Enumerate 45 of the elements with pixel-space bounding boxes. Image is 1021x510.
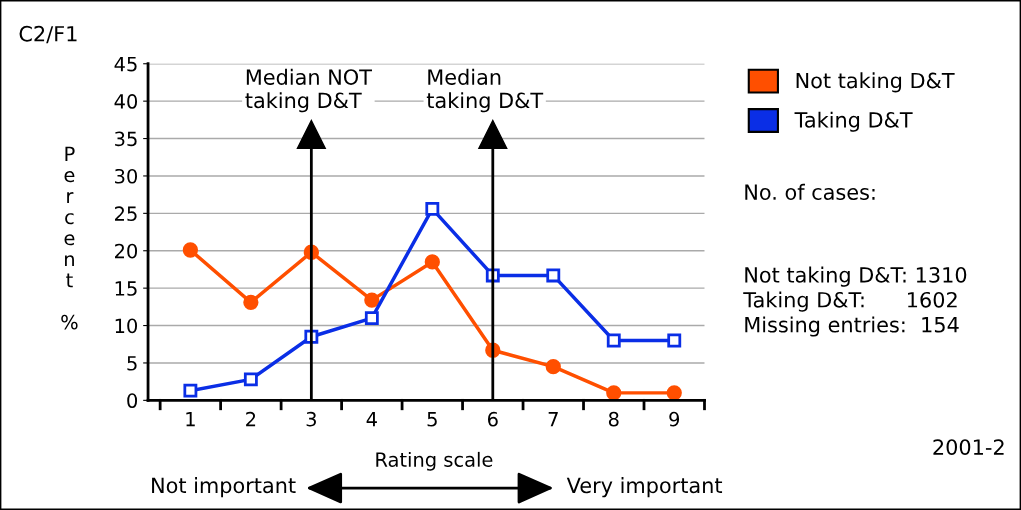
point [545, 359, 561, 375]
y-tick-label: 25 [115, 206, 137, 222]
text: C2/F1 [19, 25, 77, 44]
x-tick-label: 4 [366, 412, 377, 427]
y-tick-label: 45 [114, 56, 137, 72]
text: 2001-2 [933, 439, 1004, 455]
point [606, 333, 621, 348]
point [666, 385, 682, 401]
text: Not taking D&T: 1310 Taking D&T: 1602 Missing entries: 154 [743, 266, 967, 337]
point [182, 242, 199, 258]
x-tick-label: 5 [427, 412, 437, 427]
text: Not important [152, 477, 296, 498]
point [183, 383, 198, 398]
legend-label: Taking D&T [794, 111, 913, 132]
x-tick-label: 1 [186, 412, 195, 427]
text: No. of cases: [745, 183, 875, 200]
legend-label: Not taking D&T [796, 72, 955, 93]
y-tick-label: 0 [127, 393, 138, 409]
y-tick-label: 10 [115, 318, 138, 334]
ref-line-label: Median NOT taking D&T [245, 68, 372, 113]
ref-line-label: Median taking D&T [426, 68, 544, 113]
y-tick-label: 35 [115, 131, 137, 147]
x-tick-label: 7 [548, 412, 558, 427]
point [425, 201, 440, 216]
x-axis-title: Rating scale [376, 451, 493, 471]
text: Very important [566, 477, 723, 498]
point [667, 333, 682, 348]
point [424, 254, 440, 270]
point [546, 268, 561, 283]
point [606, 385, 622, 401]
point [364, 292, 380, 308]
y-tick-label: 40 [114, 94, 138, 109]
x-tick-label: 3 [306, 411, 316, 427]
x-tick-label: 6 [487, 411, 498, 427]
point [243, 372, 258, 387]
text: Percent % [61, 146, 78, 330]
x-tick-label: 8 [608, 411, 619, 427]
y-tick-label: 5 [127, 356, 137, 371]
x-tick-label: 2 [246, 411, 256, 427]
point [364, 311, 379, 326]
y-tick-label: 15 [115, 281, 137, 296]
point [243, 294, 259, 310]
x-tick-label: 9 [669, 411, 680, 427]
y-tick-label: 30 [115, 168, 138, 184]
y-tick-label: 20 [115, 243, 138, 259]
